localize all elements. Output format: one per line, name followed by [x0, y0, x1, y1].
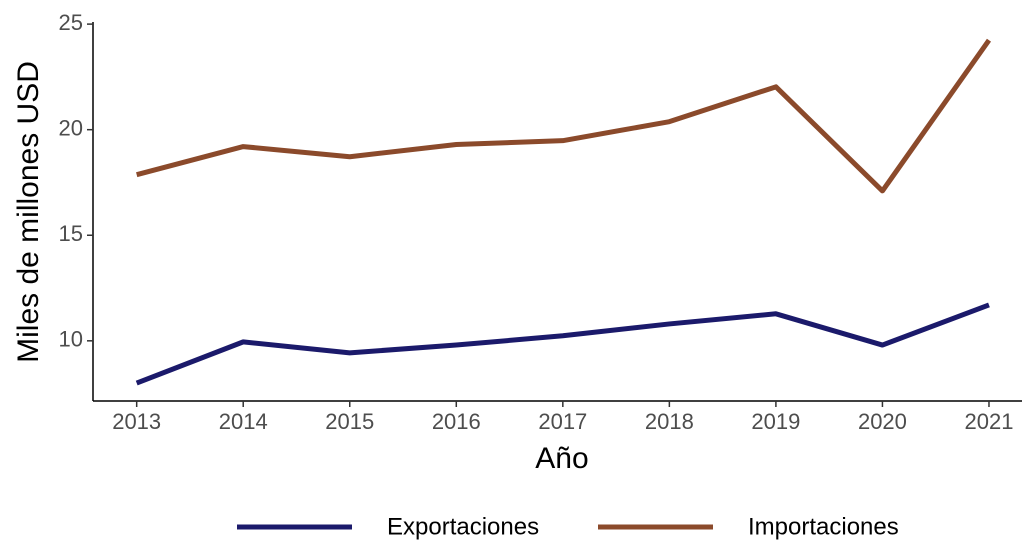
- y-axis-title: Miles de millones USD: [12, 61, 45, 363]
- legend-label: Exportaciones: [387, 513, 539, 540]
- x-tick-label: 2013: [112, 409, 161, 434]
- legend-label: Importaciones: [748, 513, 899, 540]
- x-tick-label: 2017: [538, 409, 587, 434]
- x-tick-label: 2014: [219, 409, 268, 434]
- y-tick-label: 25: [59, 10, 83, 35]
- y-tick-label: 10: [59, 327, 83, 352]
- y-tick-label: 20: [59, 115, 83, 140]
- x-tick-label: 2019: [751, 409, 800, 434]
- series-line: [136, 38, 992, 194]
- x-tick-label: 2015: [325, 409, 374, 434]
- x-tick-label: 2021: [964, 409, 1013, 434]
- x-axis-title: Año: [535, 442, 588, 475]
- series-line: [135, 302, 990, 386]
- x-tick-label: 2016: [432, 409, 481, 434]
- x-tick-label: 2020: [858, 409, 907, 434]
- x-tick-label: 2018: [645, 409, 694, 434]
- y-tick-label: 15: [59, 221, 83, 246]
